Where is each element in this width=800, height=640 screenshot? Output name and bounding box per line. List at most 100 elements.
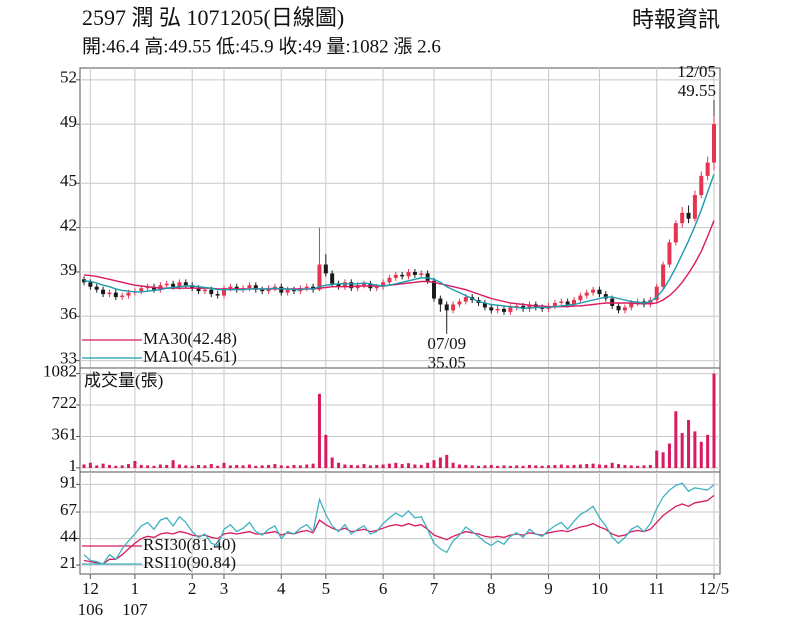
x-tick-label: 9 bbox=[544, 579, 553, 598]
candle-body bbox=[540, 307, 545, 309]
volume-bar bbox=[356, 465, 360, 468]
candle-body bbox=[374, 286, 379, 289]
candle-body bbox=[381, 282, 386, 287]
volume-bar bbox=[254, 465, 258, 468]
candle-body bbox=[552, 302, 557, 306]
volume-bar bbox=[337, 462, 341, 468]
volume-bar bbox=[457, 464, 461, 468]
candle-body bbox=[120, 295, 125, 298]
volume-bar bbox=[381, 464, 385, 468]
x-sub-label: 107 bbox=[122, 600, 148, 619]
candle-body bbox=[654, 286, 659, 301]
volume-bar bbox=[438, 457, 442, 468]
volume-bar bbox=[127, 464, 131, 468]
candle-body bbox=[451, 304, 456, 311]
y-tick-label: 33 bbox=[60, 349, 77, 368]
volume-bar bbox=[642, 465, 646, 468]
volume-bar bbox=[387, 463, 391, 468]
volume-bar bbox=[610, 462, 614, 468]
candle-body bbox=[323, 264, 328, 274]
candle-body bbox=[432, 280, 436, 299]
candle-body bbox=[387, 277, 392, 283]
panel-frame bbox=[79, 471, 721, 575]
candle-body bbox=[196, 288, 201, 292]
x-tick-label: 8 bbox=[487, 579, 496, 598]
y-tick-label: 1082 bbox=[43, 361, 77, 380]
ma-line bbox=[83, 174, 715, 309]
candle-body bbox=[502, 308, 506, 312]
volume-bar bbox=[419, 464, 423, 468]
volume-bar bbox=[623, 464, 627, 468]
candle-body bbox=[362, 283, 366, 286]
volume-bar bbox=[432, 460, 436, 468]
candle-body bbox=[215, 294, 220, 296]
volume-bar bbox=[515, 465, 519, 468]
candle-body bbox=[712, 124, 716, 163]
volume-bar bbox=[343, 464, 347, 468]
y-tick-label: 361 bbox=[52, 424, 78, 443]
y-tick-label: 52 bbox=[60, 68, 77, 87]
source: 時報資訊 bbox=[632, 7, 720, 32]
candle-body bbox=[527, 304, 532, 309]
legend-label: MA30(42.48) bbox=[143, 329, 237, 348]
legend-label: RSI30(81.40) bbox=[143, 535, 236, 554]
candle-body bbox=[202, 289, 207, 292]
candle-body bbox=[158, 285, 163, 290]
annotation-value: 35.05 bbox=[428, 353, 466, 372]
candle-body bbox=[406, 271, 411, 277]
volume-bar bbox=[706, 434, 710, 468]
x-sub-label: 106 bbox=[78, 600, 104, 619]
volume-bar bbox=[521, 465, 525, 468]
volume-bar bbox=[216, 465, 220, 468]
volume-bar bbox=[572, 464, 576, 468]
y-tick-label: 42 bbox=[60, 216, 77, 235]
volume-bar bbox=[120, 465, 124, 468]
volume-bar bbox=[629, 465, 633, 468]
x-tick-label: 12/5 bbox=[699, 579, 729, 598]
panel-title: 成交量(張) bbox=[84, 371, 163, 390]
volume-bar bbox=[648, 464, 652, 468]
candle-body bbox=[279, 286, 284, 293]
candle-body bbox=[94, 286, 99, 290]
candle-body bbox=[514, 305, 519, 308]
candle-body bbox=[342, 282, 347, 287]
candle-body bbox=[412, 271, 417, 275]
volume-bar bbox=[165, 464, 169, 468]
volume-bar bbox=[655, 450, 659, 468]
volume-bar bbox=[527, 464, 531, 468]
candle-body bbox=[139, 288, 144, 292]
candle-body bbox=[699, 175, 704, 196]
candle-body bbox=[400, 274, 405, 277]
volume-bar bbox=[279, 465, 283, 468]
candle-body bbox=[88, 282, 93, 287]
candle-body bbox=[222, 288, 226, 296]
volume-bar bbox=[674, 411, 678, 468]
candle-body bbox=[113, 292, 118, 298]
candle-body bbox=[292, 289, 296, 292]
candle-body bbox=[578, 295, 583, 301]
x-tick-label: 4 bbox=[277, 579, 286, 598]
candle-body bbox=[680, 212, 685, 224]
legend-label: RSI10(90.84) bbox=[143, 553, 236, 572]
candle-body bbox=[457, 301, 462, 305]
candle-body bbox=[272, 286, 277, 289]
candle-body bbox=[692, 195, 697, 219]
volume-bar bbox=[209, 464, 213, 468]
volume-bar bbox=[680, 433, 684, 468]
y-tick-label: 36 bbox=[60, 304, 77, 323]
volume-bar bbox=[88, 462, 92, 468]
candle-body bbox=[266, 288, 271, 292]
candle-body bbox=[171, 283, 176, 287]
volume-bar bbox=[451, 462, 455, 468]
candle-body bbox=[317, 264, 322, 290]
volume-bar bbox=[330, 457, 334, 468]
panel-frame bbox=[79, 367, 721, 473]
annotation-label: 07/09 bbox=[427, 334, 466, 353]
volume-bar bbox=[158, 464, 162, 468]
candle-body bbox=[126, 292, 131, 296]
volume-bar bbox=[368, 465, 372, 468]
candle-body bbox=[508, 307, 513, 312]
candle-body bbox=[247, 285, 252, 289]
candle-body bbox=[183, 282, 188, 286]
